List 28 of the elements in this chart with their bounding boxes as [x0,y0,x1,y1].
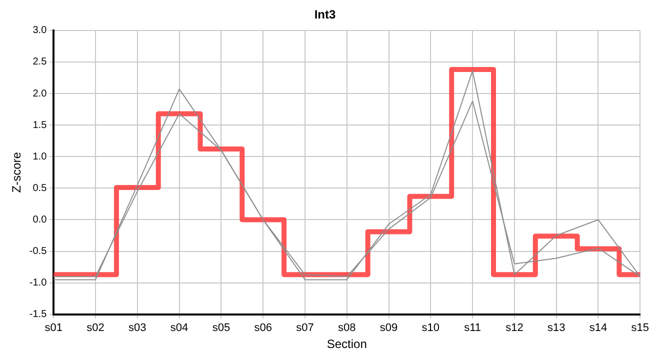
x-tick-label: s10 [422,322,440,334]
x-tick-label: s09 [380,322,398,334]
x-tick-label: s12 [506,322,524,334]
chart-title: Int3 [314,8,336,22]
y-axis-title: Z-score [10,152,24,193]
x-tick-label: s13 [547,322,566,334]
x-tick-label: s02 [86,322,104,334]
x-tick-label: s01 [44,322,63,334]
y-tick-label: -1.0 [29,278,48,289]
x-tick-label: s14 [589,322,608,334]
y-tick-label: 1.5 [32,120,48,131]
x-tick-label: s06 [254,322,272,334]
y-tick-label: -1.5 [29,309,48,320]
x-tick-label: s15 [631,322,650,334]
y-tick-label: 0.5 [32,182,48,194]
x-axis-title: Section [326,337,367,352]
y-tick-label: -0.5 [29,246,48,258]
y-tick-label: 0.0 [32,214,48,226]
y-tick-label: 1.0 [32,151,48,162]
y-tick-label: 3.0 [32,25,48,36]
x-tick-label: s04 [170,322,188,334]
x-tick-label: s07 [296,322,314,334]
y-tick-label: 2.5 [32,56,48,68]
x-tick-label: s03 [128,322,146,334]
x-tick-label: s08 [338,322,356,334]
y-tick-label: 2.0 [32,88,48,100]
x-tick-label: s05 [212,322,230,334]
x-tick-label: s11 [464,322,482,334]
